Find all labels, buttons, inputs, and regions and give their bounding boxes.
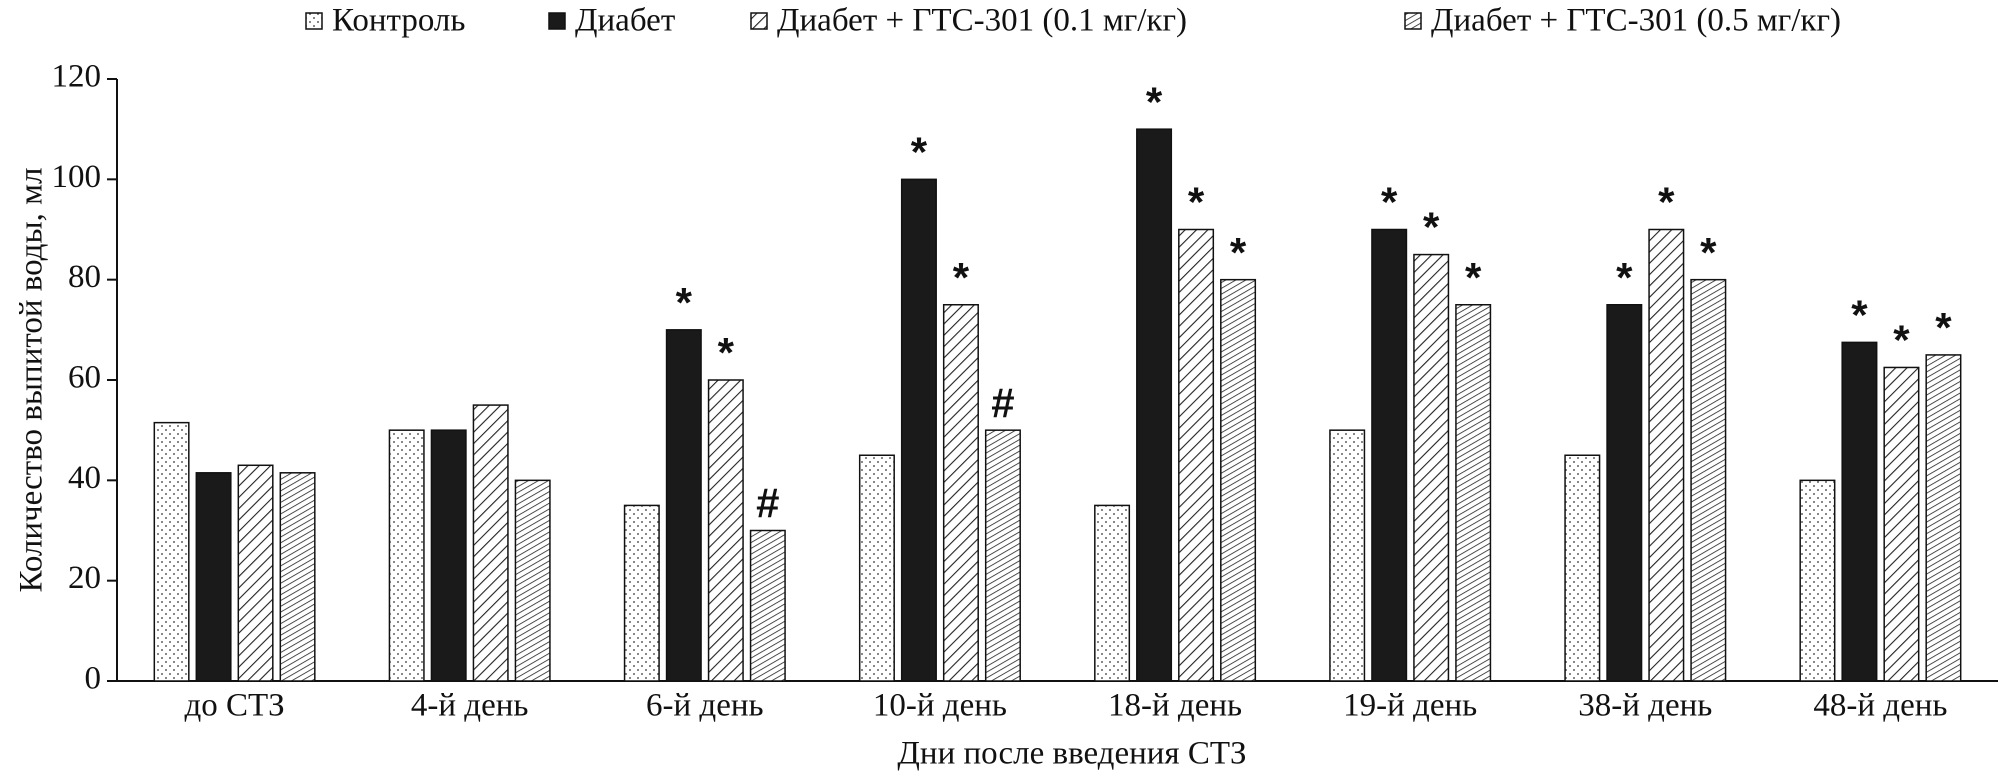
bar (1841, 341, 1878, 682)
x-tick-label: 10-й день (873, 688, 1007, 724)
x-tick-label: 18-й день (1108, 688, 1242, 724)
bar (707, 379, 744, 682)
bar (514, 479, 551, 682)
significance-mark: * (1423, 204, 1440, 251)
y-tick-label: 60 (68, 360, 101, 396)
bar (1883, 366, 1920, 682)
significance-mark: * (953, 254, 970, 301)
significance-mark: * (1893, 317, 1910, 364)
bar (1606, 304, 1643, 682)
legend-label: Диабет + ГТС-301 (0.5 мг/кг) (1431, 3, 1841, 39)
significance-mark: * (1146, 78, 1163, 125)
bar (1178, 228, 1215, 682)
y-tick-label: 20 (68, 560, 101, 596)
significance-mark: * (1851, 291, 1868, 338)
significance-mark: * (718, 329, 735, 376)
bar (1925, 354, 1962, 682)
significance-mark: * (1700, 229, 1717, 276)
significance-mark: * (1188, 179, 1205, 226)
y-tick-label: 120 (52, 59, 102, 95)
bar (1799, 479, 1836, 682)
bar (153, 421, 190, 682)
bar (388, 429, 425, 682)
bar (900, 178, 937, 682)
y-axis-label: Количество выпитой воды, мл (14, 168, 50, 593)
legend-label: Контроль (332, 3, 465, 39)
bar (858, 454, 895, 682)
legend-label: Диабет + ГТС-301 (0.1 мг/кг) (777, 3, 1187, 39)
y-tick-label: 100 (52, 159, 102, 195)
bar (279, 472, 316, 682)
significance-mark: # (991, 379, 1014, 426)
bar (1136, 128, 1173, 682)
significance-mark: # (756, 480, 779, 527)
bar (1455, 304, 1492, 682)
bar (665, 329, 702, 682)
legend-swatch (548, 12, 566, 30)
significance-mark: * (911, 128, 928, 175)
significance-mark: * (1230, 229, 1247, 276)
legend-label: Диабет (575, 3, 675, 39)
y-tick-label: 80 (68, 259, 101, 295)
bar (1220, 278, 1257, 682)
x-tick-label: 48-й день (1813, 688, 1947, 724)
bar (1413, 253, 1450, 682)
bar (1371, 228, 1408, 682)
significance-mark: * (1658, 179, 1675, 226)
bar (1094, 504, 1131, 682)
bar (1564, 454, 1601, 682)
significance-mark: * (1616, 254, 1633, 301)
x-tick-label: 38-й день (1578, 688, 1712, 724)
bar (1648, 228, 1685, 682)
significance-mark: * (1935, 304, 1952, 351)
x-tick-label: до СТЗ (184, 688, 284, 724)
bar (237, 464, 274, 682)
x-axis-label: Дни после введения СТЗ (897, 736, 1246, 772)
x-tick-label: 19-й день (1343, 688, 1477, 724)
x-tick-label: 6-й день (646, 688, 764, 724)
significance-mark: * (1465, 254, 1482, 301)
significance-mark: * (1381, 179, 1398, 226)
bar (1329, 429, 1366, 682)
bar (195, 472, 232, 682)
legend-swatch (1404, 12, 1422, 30)
bar (430, 429, 467, 682)
bar (984, 429, 1021, 682)
y-tick-label: 40 (68, 460, 101, 496)
legend-swatch (750, 12, 768, 30)
bar (472, 404, 509, 682)
bar (942, 304, 979, 682)
legend-swatch (305, 12, 323, 30)
x-tick-label: 4-й день (411, 688, 529, 724)
bar (623, 504, 660, 682)
bar (1690, 278, 1727, 682)
bar (749, 529, 786, 682)
significance-mark: * (676, 279, 693, 326)
y-tick-label: 0 (85, 661, 102, 697)
